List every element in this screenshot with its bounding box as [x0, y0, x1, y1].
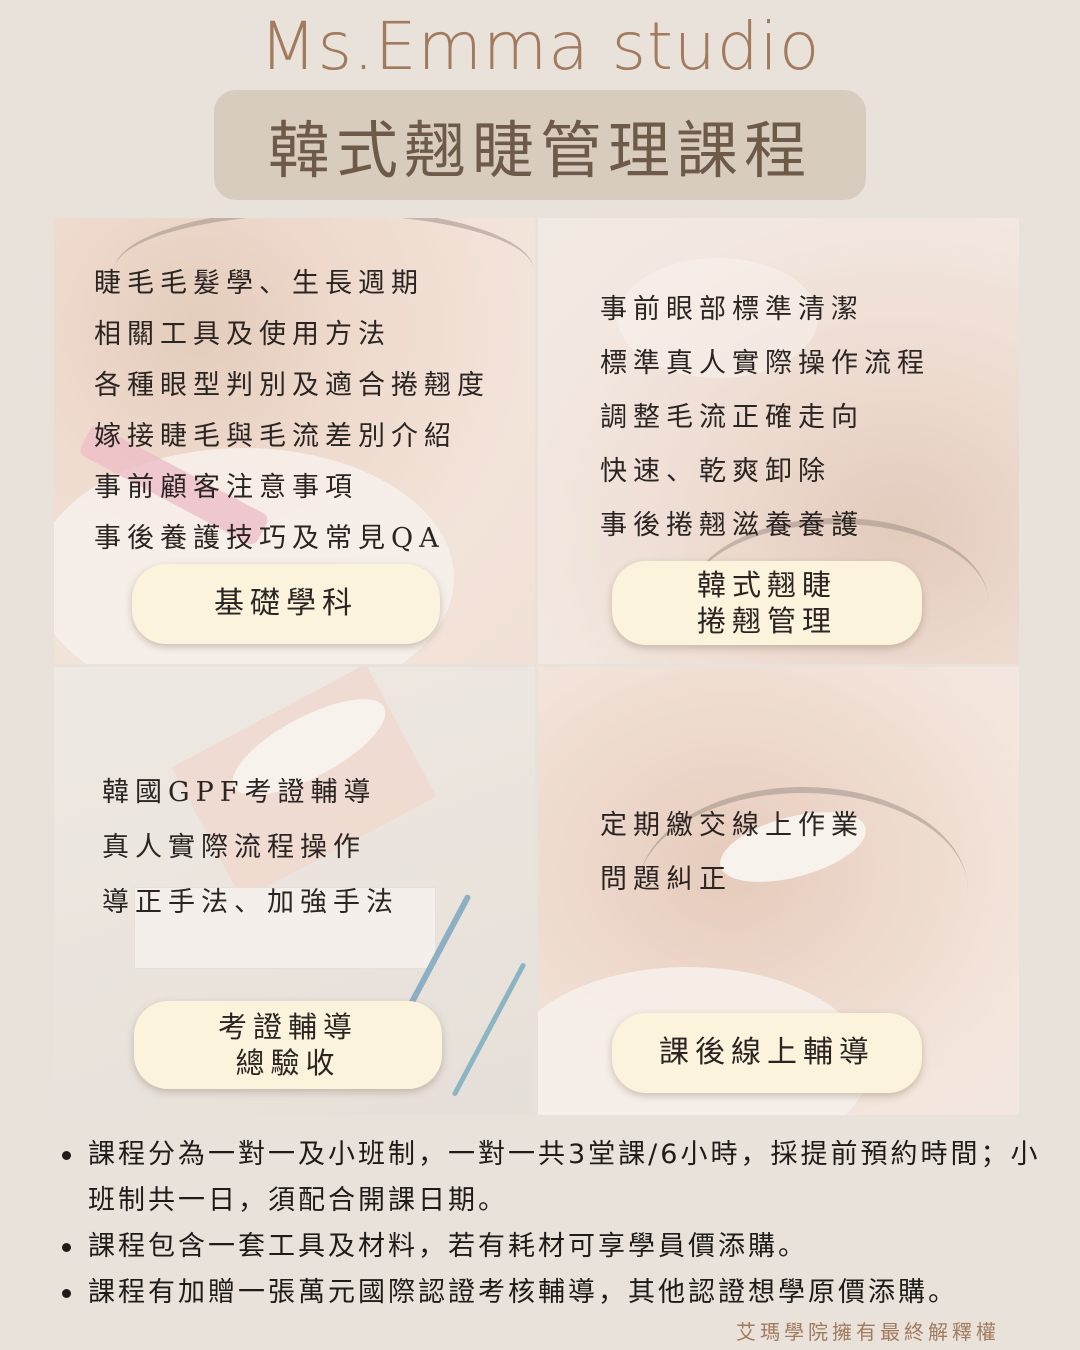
- list-item: 嫁接睫毛與毛流差別介紹: [94, 421, 457, 452]
- list-item: 相關工具及使用方法: [94, 319, 391, 350]
- lash-lift-button[interactable]: 韓式翹睫 捲翹管理: [612, 561, 922, 645]
- list-item: 標準真人實際操作流程: [600, 348, 930, 379]
- course-notes: 課程分為一對一及小班制，一對一共3堂課/6小時，採提前預約時間；小班制共一日，須…: [62, 1132, 1052, 1316]
- hand-decor: [618, 258, 818, 378]
- list-item: 導正手法、加強手法: [102, 887, 399, 918]
- list-item: 問題糾正: [600, 864, 732, 895]
- list-item: 事後捲翹滋養養護: [600, 510, 864, 541]
- note-item: 課程分為一對一及小班制，一對一共3堂課/6小時，採提前預約時間；小班制共一日，須…: [62, 1132, 1052, 1224]
- lash-photo-decor: [688, 518, 988, 664]
- strip-lash-decor: [134, 887, 436, 969]
- course-title: 韓式翹睫管理課程: [267, 114, 812, 187]
- list-item: 定期繳交線上作業: [600, 810, 864, 841]
- button-label: 基礎學科: [214, 586, 358, 622]
- list-item: 調整毛流正確走向: [600, 402, 864, 433]
- note-item: 課程包含一套工具及材料，若有耗材可享學員價添購。: [62, 1224, 1052, 1270]
- list-item: 韓國GPF考證輔導: [102, 777, 377, 808]
- list-item: 事後養護技巧及常見QA: [94, 523, 445, 554]
- list-item: 各種眼型判別及適合捲翹度: [94, 370, 490, 401]
- list-item: 事前眼部標準清潔: [600, 294, 864, 325]
- button-label-line1: 考證輔導: [217, 1009, 358, 1044]
- course-grid: 睫毛毛髮學、生長週期 相關工具及使用方法 各種眼型判別及適合捲翹度 嫁接睫毛與毛…: [54, 218, 1019, 1115]
- list-item: 事前顧客注意事項: [94, 472, 358, 503]
- basic-theory-button[interactable]: 基礎學科: [132, 564, 440, 644]
- basic-theory-list: 睫毛毛髮學、生長週期 相關工具及使用方法 各種眼型判別及適合捲翹度 嫁接睫毛與毛…: [94, 258, 490, 564]
- panel-lash-lift: 事前眼部標準清潔 標準真人實際操作流程 調整毛流正確走向 快速、乾爽卸除 事後捲…: [538, 218, 1019, 664]
- list-item: 真人實際流程操作: [102, 832, 366, 863]
- certification-button[interactable]: 考證輔導 總驗收: [134, 1001, 442, 1089]
- list-item: 快速、乾爽卸除: [600, 456, 831, 487]
- panel-online-coaching: 定期繳交線上作業 問題糾正 課後線上輔導: [538, 667, 1019, 1115]
- lash-lift-list: 事前眼部標準清潔 標準真人實際操作流程 調整毛流正確走向 快速、乾爽卸除 事後捲…: [600, 283, 930, 553]
- online-coaching-list: 定期繳交線上作業 問題糾正: [600, 799, 864, 907]
- button-label: 課後線上輔導: [659, 1035, 875, 1071]
- title-banner: 韓式翹睫管理課程: [214, 90, 866, 200]
- button-label-line1: 韓式翹睫: [696, 567, 837, 602]
- panel-certification: 韓國GPF考證輔導 真人實際流程操作 導正手法、加強手法 考證輔導 總驗收: [54, 667, 535, 1115]
- rights-notice: 艾瑪學院擁有最終解釋權: [736, 1320, 1000, 1344]
- lash-photo-decor: [638, 787, 968, 993]
- studio-brand: Ms.Emma studio: [259, 8, 821, 85]
- online-coaching-button[interactable]: 課後線上輔導: [612, 1013, 922, 1093]
- button-label-line2: 捲翹管理: [696, 604, 837, 638]
- button-label-line2: 總驗收: [235, 1046, 341, 1080]
- panel-basic-theory: 睫毛毛髮學、生長週期 相關工具及使用方法 各種眼型判別及適合捲翹度 嫁接睫毛與毛…: [54, 218, 535, 664]
- certification-list: 韓國GPF考證輔導 真人實際流程操作 導正手法、加強手法: [102, 765, 399, 930]
- list-item: 睫毛毛髮學、生長週期: [94, 268, 424, 299]
- note-item: 課程有加贈一張萬元國際認證考核輔導，其他認證想學原價添購。: [62, 1270, 1052, 1316]
